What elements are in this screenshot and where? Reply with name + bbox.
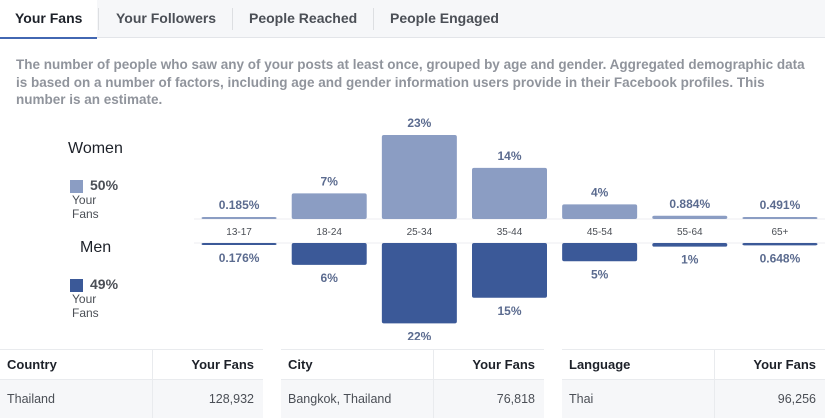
tick-label-35-44: 35-44 (497, 227, 523, 238)
bar-women-35-44 (472, 167, 547, 219)
label-women-18-24: 7% (321, 174, 339, 188)
label-men-35-44: 15% (497, 304, 521, 318)
language-column-header: Language (569, 357, 631, 372)
table-header: Country Your Fans (0, 349, 263, 379)
legend-men-swatch (70, 279, 83, 292)
bar-men-13-17 (201, 243, 277, 245)
tick-label-45-54: 45-54 (587, 227, 613, 238)
bar-women-45-54 (562, 204, 638, 219)
bar-men-18-24 (291, 243, 367, 265)
age-gender-bar-chart: 0.185% 0.176% 13-17 7% 6% 18-24 23% 22% 25-34 14%… (194, 116, 825, 340)
country-name: Thailand (7, 392, 55, 406)
country-column-header: Country (7, 357, 57, 372)
age-axis-band (194, 219, 825, 243)
tab-people-engaged[interactable]: People Engaged (390, 10, 499, 26)
table-row[interactable]: Thai 96,256 (562, 379, 825, 418)
table-row[interactable]: Bangkok, Thailand 76,818 (281, 379, 544, 418)
chart-description: The number of people who saw any of your… (16, 57, 805, 107)
label-women-13-17: 0.185% (219, 198, 260, 212)
label-men-18-24: 6% (321, 271, 339, 285)
label-men-45-54: 5% (591, 267, 609, 281)
country-value: 128,932 (208, 392, 254, 406)
tab-divider (232, 8, 233, 30)
tick-label-13-17: 13-17 (226, 227, 252, 238)
bar-men-65+ (742, 243, 818, 246)
legend-women-swatch (70, 180, 83, 193)
column-divider (714, 349, 715, 418)
bar-men-55-64 (652, 243, 728, 247)
city-column-header: City (288, 357, 313, 372)
label-men-65+: 0.648% (760, 251, 801, 265)
label-women-65+: 0.491% (760, 198, 801, 212)
legend-women-percent: 50% (90, 177, 119, 193)
tab-your-followers[interactable]: Your Followers (116, 10, 217, 26)
city-metric-header: Your Fans (472, 357, 535, 372)
top-fans-tables: Country Your Fans Thailand 128,932 City … (0, 349, 825, 418)
legend-women-title: Women (68, 140, 123, 157)
column-divider (152, 349, 153, 418)
bar-women-18-24 (291, 193, 367, 219)
bar-men-35-44 (472, 243, 547, 298)
bar-women-55-64 (652, 215, 728, 219)
table-row[interactable]: Thailand 128,932 (0, 379, 263, 418)
language-table: Language Your Fans Thai 96,256 (562, 349, 825, 418)
language-name: Thai (569, 392, 594, 406)
legend-men-title: Men (80, 239, 112, 256)
city-value: 76,818 (496, 392, 535, 406)
language-value: 96,256 (777, 392, 816, 406)
city-name: Bangkok, Thailand (288, 392, 392, 406)
bar-men-25-34 (381, 243, 457, 324)
label-women-45-54: 4% (591, 185, 609, 199)
tick-label-18-24: 18-24 (316, 227, 342, 238)
column-divider (433, 349, 434, 418)
table-header: City Your Fans (281, 349, 544, 379)
tick-label-25-34: 25-34 (407, 227, 433, 238)
tab-bar: Your Fans Your Followers People Reached … (0, 0, 825, 39)
table-header: Language Your Fans (562, 349, 825, 379)
tick-label-65+: 65+ (771, 227, 788, 238)
tab-divider (98, 8, 99, 30)
tab-people-reached[interactable]: People Reached (249, 10, 358, 26)
label-men-25-34: 22% (407, 329, 431, 340)
legend-men-percent: 49% (90, 276, 119, 292)
language-metric-header: Your Fans (753, 357, 816, 372)
label-men-13-17: 0.176% (219, 251, 260, 265)
bar-women-25-34 (381, 135, 457, 219)
bar-men-45-54 (562, 243, 638, 262)
legend-women-label: Your Fans (72, 193, 99, 221)
tab-divider (373, 8, 374, 30)
tick-label-55-64: 55-64 (677, 227, 703, 238)
legend-men-label: Your Fans (72, 292, 99, 320)
country-table: Country Your Fans Thailand 128,932 (0, 349, 263, 418)
country-metric-header: Your Fans (191, 357, 254, 372)
label-men-55-64: 1% (681, 253, 699, 267)
bar-women-65+ (742, 217, 818, 219)
bar-women-13-17 (201, 217, 277, 219)
city-table: City Your Fans Bangkok, Thailand 76,818 (281, 349, 544, 418)
tab-your-fans[interactable]: Your Fans (0, 0, 98, 39)
label-women-25-34: 23% (407, 116, 431, 130)
label-women-55-64: 0.884% (669, 197, 710, 211)
label-women-35-44: 14% (497, 149, 521, 163)
